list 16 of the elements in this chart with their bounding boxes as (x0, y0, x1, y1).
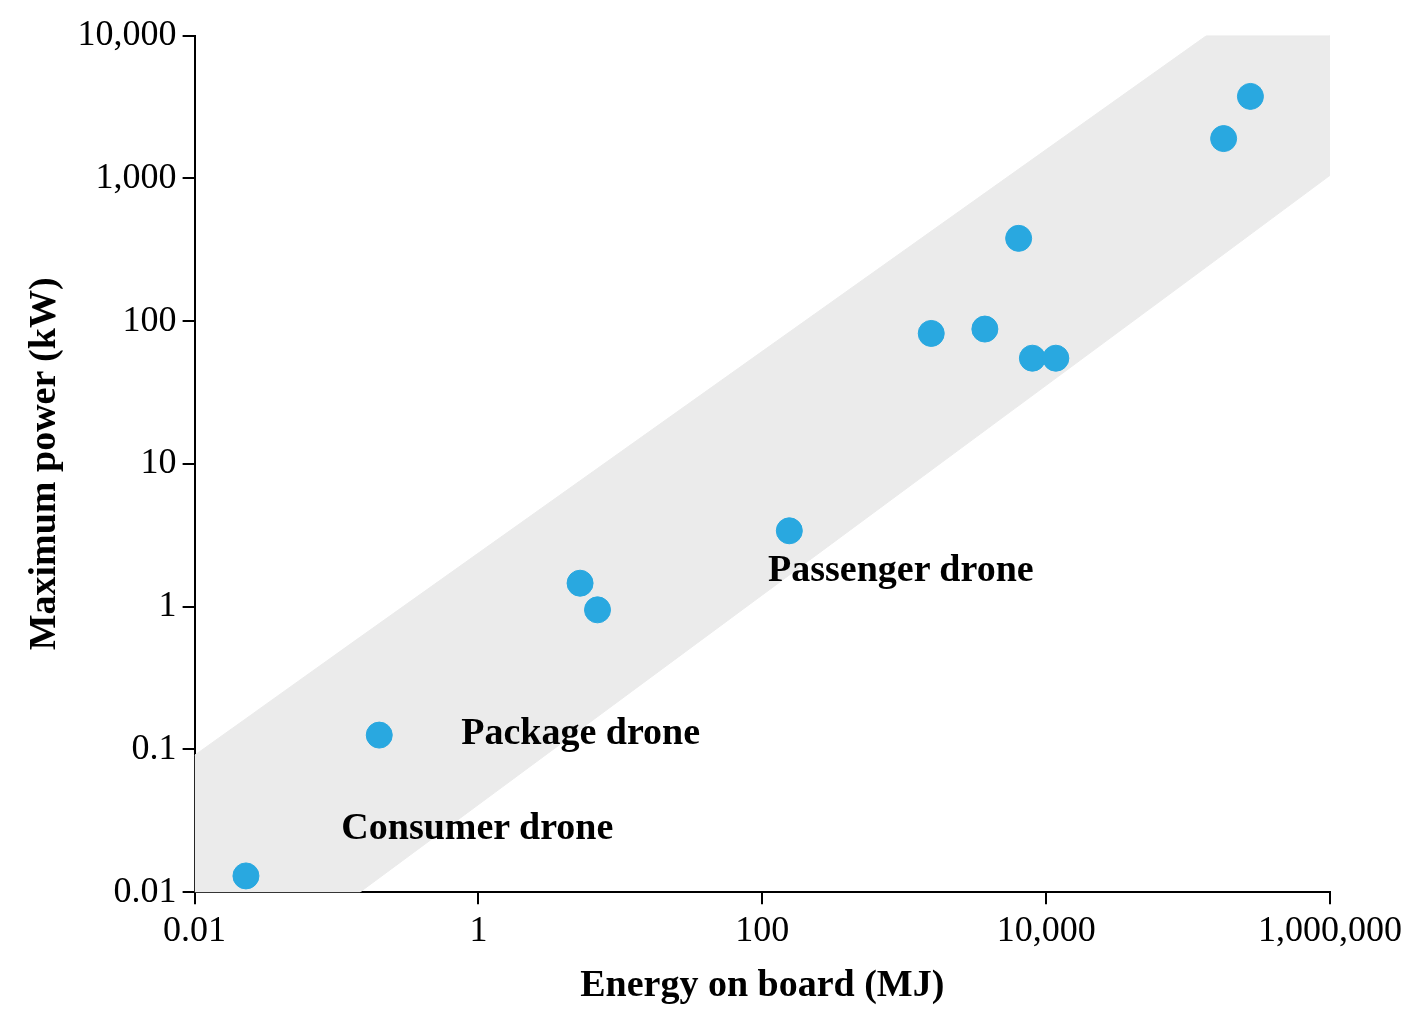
y-tick-label: 1,000 (95, 155, 177, 196)
annotation: Package drone (461, 709, 701, 752)
x-axis-title: Energy on board (MJ) (580, 962, 945, 1006)
y-axis-title: Maximum power (kW) (20, 277, 64, 651)
x-tick-label: 100 (735, 909, 790, 950)
x-tick-label: 1,000,000 (1258, 909, 1402, 950)
y-tick-label: 0.01 (113, 869, 177, 910)
y-tick-label: 10 (140, 441, 177, 482)
y-tick-label: 1 (158, 584, 177, 625)
y-tick-label: 10,000 (77, 13, 177, 54)
x-tick-label: 10,000 (996, 909, 1096, 950)
x-tick-label: 1 (469, 909, 488, 950)
y-tick-label: 100 (122, 298, 177, 339)
annotation: Passenger drone (767, 546, 1034, 589)
y-tick-label: 0.1 (131, 726, 177, 767)
annotation: Consumer drone (341, 805, 614, 848)
